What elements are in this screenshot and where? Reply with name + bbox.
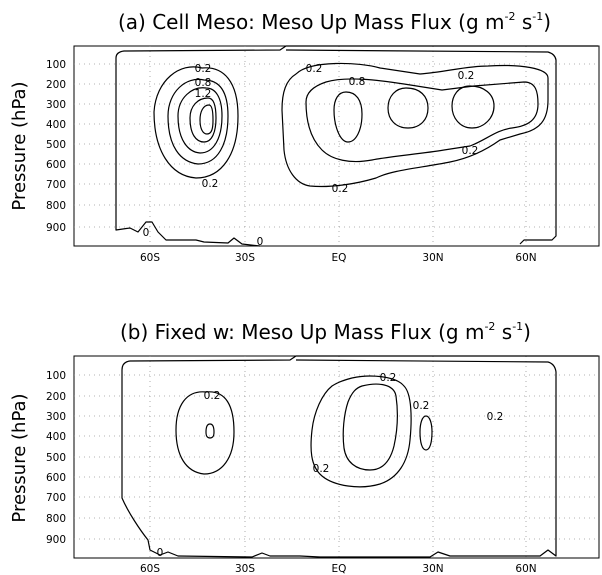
panel-b-ylabel: Pressure (hPa): [9, 393, 30, 522]
y-tick-800: 800: [46, 200, 66, 212]
contour-zero-boundary: [115, 45, 598, 247]
clabel-sh-1.2: 1.2: [195, 88, 212, 100]
panel-a: (a) Cell Meso: Meso Up Mass Flux (g m-2 …: [9, 10, 600, 264]
y-tick-300: 300: [46, 411, 66, 423]
y-tick-600: 600: [46, 159, 66, 171]
clabel-eq-0.2: 0.2: [380, 372, 397, 384]
contour-sh-1.2: [189, 97, 217, 143]
contour-sh-0.4: [167, 78, 229, 165]
panel-a-ylabel: Pressure (hPa): [9, 81, 30, 210]
y-tick-700: 700: [46, 179, 66, 191]
contour-zero-boundary: [121, 355, 598, 558]
clabel-sh-0.8: 0.8: [195, 77, 212, 89]
contour-30n-0.2: [419, 415, 433, 451]
clabel-eq-0.8: 0.8: [349, 76, 366, 88]
panel-b-title: (b) Fixed w: Meso Up Mass Flux (g m-2 s-…: [120, 320, 531, 344]
y-tick-200: 200: [46, 79, 66, 91]
panel-a-contour-labels: 0.2 0.8 1.2 0.2 0 0 0.2 0.8 0.2 0.2 0.2: [143, 63, 479, 248]
panel-b-contours: [121, 355, 598, 558]
panel-b-y-ticks: 100 200 300 400 500 600 700 800 900: [46, 370, 66, 546]
x-tick-30n: 30N: [422, 563, 443, 575]
clabel-zero-bottom: 0: [257, 236, 264, 248]
clabel-30n-lower-0.2: 0.2: [462, 145, 479, 157]
y-tick-500: 500: [46, 139, 66, 151]
x-tick-60s: 60S: [140, 563, 160, 575]
contour-eq-inner: [305, 78, 539, 163]
y-tick-100: 100: [46, 370, 66, 382]
y-tick-400: 400: [46, 431, 66, 443]
clabel-60n-0.2: 0.2: [458, 70, 475, 82]
x-tick-30n: 30N: [422, 252, 443, 264]
y-tick-100: 100: [46, 59, 66, 71]
x-tick-30s: 30S: [235, 563, 255, 575]
contour-sh-0.2: [175, 391, 235, 475]
panel-b: (b) Fixed w: Meso Up Mass Flux (g m-2 s-…: [9, 320, 600, 575]
panel-a-grid: [74, 46, 599, 246]
panel-a-title: (a) Cell Meso: Meso Up Mass Flux (g m-2 …: [118, 10, 551, 34]
y-tick-800: 800: [46, 513, 66, 525]
clabel-30n-0.2: 0.2: [413, 400, 430, 412]
panel-a-y-ticks: 100 200 300 400 500 600 700 800 900: [46, 59, 66, 234]
x-tick-eq: EQ: [332, 252, 347, 264]
clabel-sh-0.2: 0.2: [204, 390, 221, 402]
contour-eq-0.2: [310, 375, 412, 488]
y-tick-600: 600: [46, 472, 66, 484]
contour-sh-0.2: [153, 66, 239, 179]
panel-b-frame: [73, 355, 600, 559]
y-tick-900: 900: [46, 534, 66, 546]
x-tick-30s: 30S: [235, 252, 255, 264]
contour-eq-0.2: [281, 62, 549, 188]
clabel-eq-0.2: 0.2: [306, 63, 323, 75]
y-tick-700: 700: [46, 492, 66, 504]
y-tick-300: 300: [46, 99, 66, 111]
contour-60n-0.8: [451, 85, 495, 129]
y-tick-900: 900: [46, 222, 66, 234]
contour-eq-0.8: [333, 91, 363, 143]
clabel-eq-lower-0.2: 0.2: [332, 183, 349, 195]
x-tick-60n: 60N: [515, 252, 536, 264]
clabel-60n-0.2: 0.2: [487, 411, 504, 423]
clabel-sh-lower-0.2: 0.2: [202, 178, 219, 190]
contour-sh-0.8: [177, 87, 223, 154]
x-tick-60s: 60S: [140, 252, 160, 264]
contour-sh-core: [205, 423, 215, 439]
contour-sh-1.6: [199, 104, 214, 135]
panel-b-x-ticks: 60S 30S EQ 30N 60N: [140, 563, 537, 575]
clabel-eq-lower-0.2: 0.2: [313, 463, 330, 475]
clabel-zero-bottom: 0: [157, 547, 164, 559]
y-tick-200: 200: [46, 391, 66, 403]
panel-b-grid: [74, 356, 599, 558]
contour-30n-0.8: [387, 87, 429, 129]
x-tick-60n: 60N: [515, 563, 536, 575]
y-tick-500: 500: [46, 452, 66, 464]
panel-a-contours: [115, 45, 598, 247]
panel-a-x-ticks: 60S 30S EQ 30N 60N: [140, 252, 537, 264]
panel-a-frame: [73, 45, 600, 247]
contour-eq-inner: [342, 383, 398, 471]
y-tick-400: 400: [46, 119, 66, 131]
panel-b-contour-labels: 0.2 0.2 0.2 0.2 0.2 0: [157, 372, 504, 559]
clabel-sh-0.2: 0.2: [195, 63, 212, 75]
x-tick-eq: EQ: [332, 563, 347, 575]
clabel-zero-left: 0: [143, 227, 150, 239]
